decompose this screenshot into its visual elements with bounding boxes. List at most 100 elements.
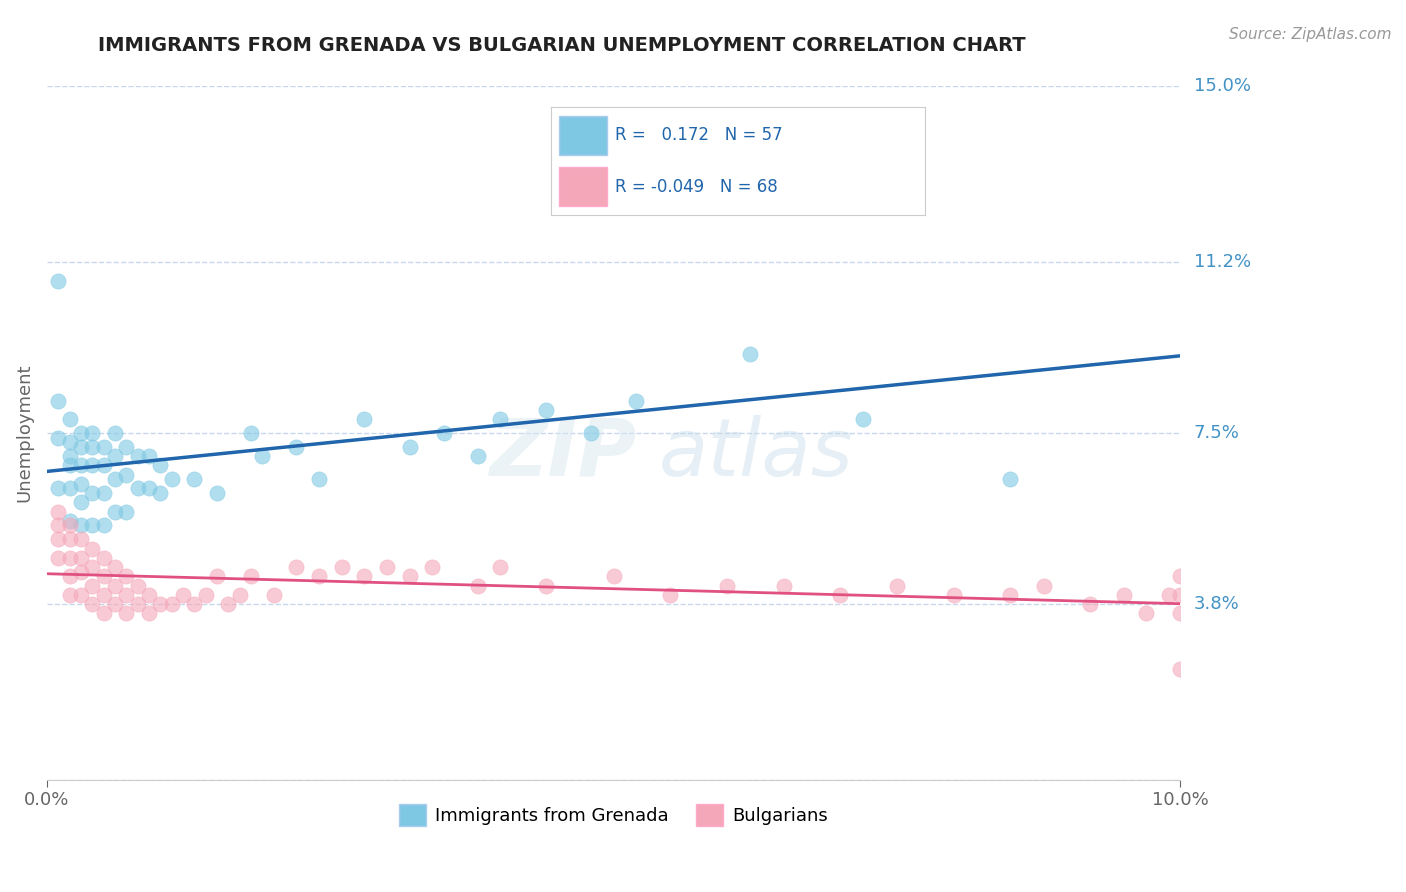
Point [70, 518, 93, 533]
Point [70, 588, 93, 602]
Point [46, 273, 69, 287]
Point [205, 569, 228, 583]
Point [852, 412, 875, 426]
Point [58, 569, 80, 583]
Point [93, 486, 115, 500]
Point [82, 458, 104, 473]
Text: 11.2%: 11.2% [1194, 253, 1251, 271]
Point [375, 560, 398, 574]
Point [138, 588, 160, 602]
Point [1157, 588, 1180, 602]
Point [172, 588, 194, 602]
Text: 7.5%: 7.5% [1194, 424, 1240, 442]
Point [115, 440, 138, 454]
Point [1033, 578, 1056, 592]
Point [353, 569, 375, 583]
Point [82, 597, 104, 611]
Point [738, 347, 761, 361]
Point [115, 569, 138, 583]
Point [58, 449, 80, 463]
Point [82, 440, 104, 454]
Point [398, 440, 420, 454]
Point [693, 186, 716, 200]
Point [82, 518, 104, 533]
Point [160, 472, 183, 486]
Point [104, 578, 127, 592]
Point [308, 569, 330, 583]
Point [46, 533, 69, 547]
Point [82, 578, 104, 592]
Point [183, 472, 205, 486]
Point [58, 588, 80, 602]
Point [104, 449, 127, 463]
Point [160, 597, 183, 611]
Y-axis label: Unemployment: Unemployment [15, 364, 32, 502]
Point [46, 518, 69, 533]
Point [534, 403, 557, 417]
Point [82, 541, 104, 556]
Point [205, 486, 228, 500]
Point [239, 425, 262, 440]
Point [93, 518, 115, 533]
Point [285, 560, 308, 574]
Point [149, 486, 172, 500]
Point [58, 514, 80, 528]
Point [183, 597, 205, 611]
Point [115, 467, 138, 482]
Point [46, 393, 69, 408]
Point [70, 476, 93, 491]
Point [716, 578, 738, 592]
Point [228, 588, 250, 602]
Point [58, 482, 80, 496]
Point [250, 449, 273, 463]
Point [624, 393, 647, 408]
Point [659, 588, 682, 602]
Point [70, 533, 93, 547]
Point [70, 565, 93, 579]
Point [398, 569, 420, 583]
Text: ZIP: ZIP [489, 415, 636, 492]
Point [194, 588, 217, 602]
Point [93, 550, 115, 565]
Point [285, 440, 308, 454]
Point [942, 588, 965, 602]
Point [46, 431, 69, 445]
Text: IMMIGRANTS FROM GRENADA VS BULGARIAN UNEMPLOYMENT CORRELATION CHART: IMMIGRANTS FROM GRENADA VS BULGARIAN UNE… [98, 36, 1026, 54]
Point [127, 482, 149, 496]
Point [467, 578, 489, 592]
Point [58, 533, 80, 547]
Point [1168, 588, 1191, 602]
Text: 15.0%: 15.0% [1194, 78, 1251, 95]
Point [998, 472, 1021, 486]
Point [1135, 607, 1157, 621]
Point [308, 472, 330, 486]
Point [579, 425, 602, 440]
Point [82, 425, 104, 440]
Point [58, 435, 80, 450]
Point [70, 495, 93, 509]
Point [489, 560, 512, 574]
Point [127, 597, 149, 611]
Legend: Immigrants from Grenada, Bulgarians: Immigrants from Grenada, Bulgarians [392, 797, 835, 833]
Point [830, 588, 852, 602]
Point [104, 472, 127, 486]
Point [602, 569, 624, 583]
Point [70, 440, 93, 454]
Point [104, 425, 127, 440]
Point [1168, 662, 1191, 676]
Point [115, 505, 138, 519]
Point [115, 607, 138, 621]
Point [998, 588, 1021, 602]
Point [467, 449, 489, 463]
Point [93, 440, 115, 454]
Point [420, 560, 443, 574]
Point [46, 550, 69, 565]
Point [239, 569, 262, 583]
Point [263, 588, 285, 602]
Point [104, 505, 127, 519]
Point [58, 518, 80, 533]
Point [1078, 597, 1101, 611]
Point [886, 578, 908, 592]
Point [772, 578, 794, 592]
Point [93, 588, 115, 602]
